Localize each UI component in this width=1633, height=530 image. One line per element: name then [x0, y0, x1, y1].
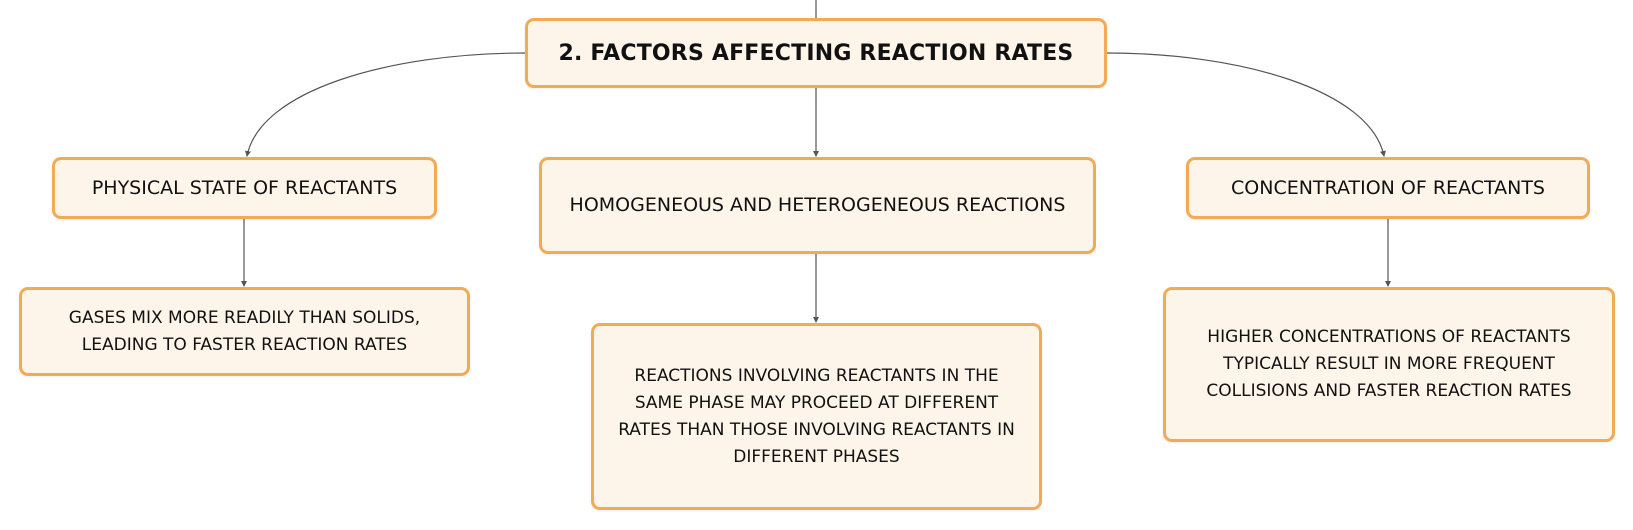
- detail-node-text: GASES MIX MORE READILY THAN SOLIDS, LEAD…: [68, 307, 421, 355]
- topic-node-physical-state[interactable]: PHYSICAL STATE OF REACTANTS: [52, 157, 437, 219]
- topic-node-homogeneous-heterogeneous[interactable]: HOMOGENEOUS AND HETEROGENEOUS REACTIONS: [539, 157, 1096, 254]
- root-node-label: 2. FACTORS AFFECTING REACTION RATES: [558, 40, 1074, 66]
- topic-node-label: HOMOGENEOUS AND HETEROGENEOUS REACTIONS: [569, 194, 1066, 216]
- connector-root-to-concentration: [1106, 52, 1386, 157]
- topic-node-label: PHYSICAL STATE OF REACTANTS: [91, 176, 398, 199]
- topic-node-label: CONCENTRATION OF REACTANTS: [1231, 176, 1545, 199]
- detail-node-physical-state[interactable]: GASES MIX MORE READILY THAN SOLIDS, LEAD…: [19, 287, 470, 376]
- detail-node-text: REACTIONS INVOLVING REACTANTS IN THE SAM…: [618, 365, 1015, 467]
- connector-root-to-physical-state: [245, 52, 526, 157]
- detail-node-text: HIGHER CONCENTRATIONS OF REACTANTS TYPIC…: [1206, 327, 1572, 401]
- detail-node-concentration[interactable]: HIGHER CONCENTRATIONS OF REACTANTS TYPIC…: [1163, 287, 1615, 442]
- root-node[interactable]: 2. FACTORS AFFECTING REACTION RATES: [525, 18, 1107, 88]
- topic-node-concentration[interactable]: CONCENTRATION OF REACTANTS: [1186, 157, 1590, 219]
- detail-node-homogeneous-heterogeneous[interactable]: REACTIONS INVOLVING REACTANTS IN THE SAM…: [591, 323, 1042, 510]
